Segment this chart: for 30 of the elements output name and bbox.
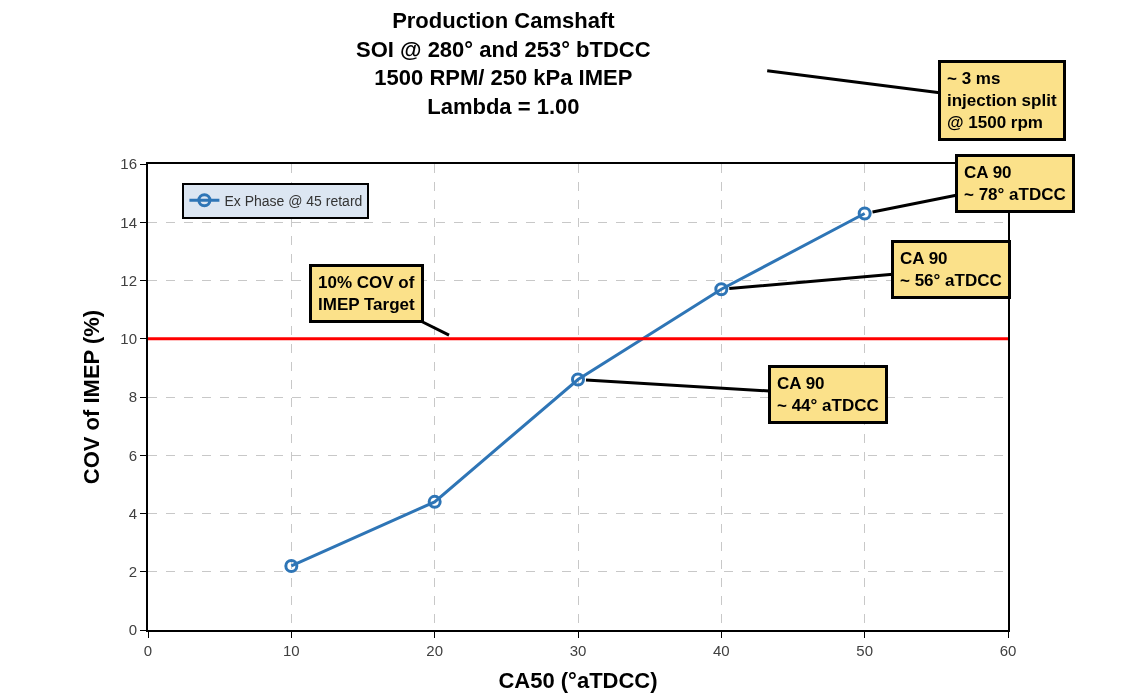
point: [571, 372, 585, 387]
y-axis-title: COV of IMEP (%): [78, 309, 104, 485]
point: [857, 206, 872, 221]
y-tick-label: 6: [128, 446, 137, 464]
y-tick-label: 0: [128, 621, 137, 639]
text: ~ 3 ms injection split @ 1500 rpm: [947, 69, 1057, 133]
x-tick-label: 40: [712, 642, 730, 659]
legend-label: Ex Phase @ 45 retard: [224, 192, 363, 209]
point: [284, 558, 299, 573]
point: [427, 494, 442, 509]
y-tick-label: 10: [120, 330, 137, 347]
annotation: CA 90 ~ 78° aTDCC: [964, 163, 1066, 205]
annotation: 10% COV of IMEP Target: [318, 273, 416, 315]
annotation: CA 90 ~ 56° aTDCC: [900, 249, 1002, 291]
y-tick-label: 2: [128, 563, 137, 580]
x-axis-title: CA50 (°aTDCC): [498, 668, 658, 694]
point: [714, 282, 729, 297]
y-tick-label: 14: [120, 213, 137, 231]
x-tick-label: 10: [282, 642, 300, 659]
x-tick-label: 20: [426, 642, 444, 659]
y-tick-label: 12: [120, 271, 137, 289]
y-tick-label: 4: [128, 504, 137, 522]
y-tick-label: 16: [120, 155, 137, 173]
x-tick-label: 30: [569, 642, 587, 659]
chart-title: Production Camshaft SOI @ 280° and 253° bTDCC 1500 RPM/ 250 kPa IMEP Lambda = 1.00: [356, 8, 651, 119]
y-tick-label: 8: [128, 388, 137, 406]
x-tick-label: 50: [856, 642, 874, 659]
x-tick-label: 60: [999, 642, 1017, 659]
x-tick-label: 0: [143, 642, 153, 659]
annotation: CA 90 ~ 44° aTDCC: [777, 374, 879, 416]
